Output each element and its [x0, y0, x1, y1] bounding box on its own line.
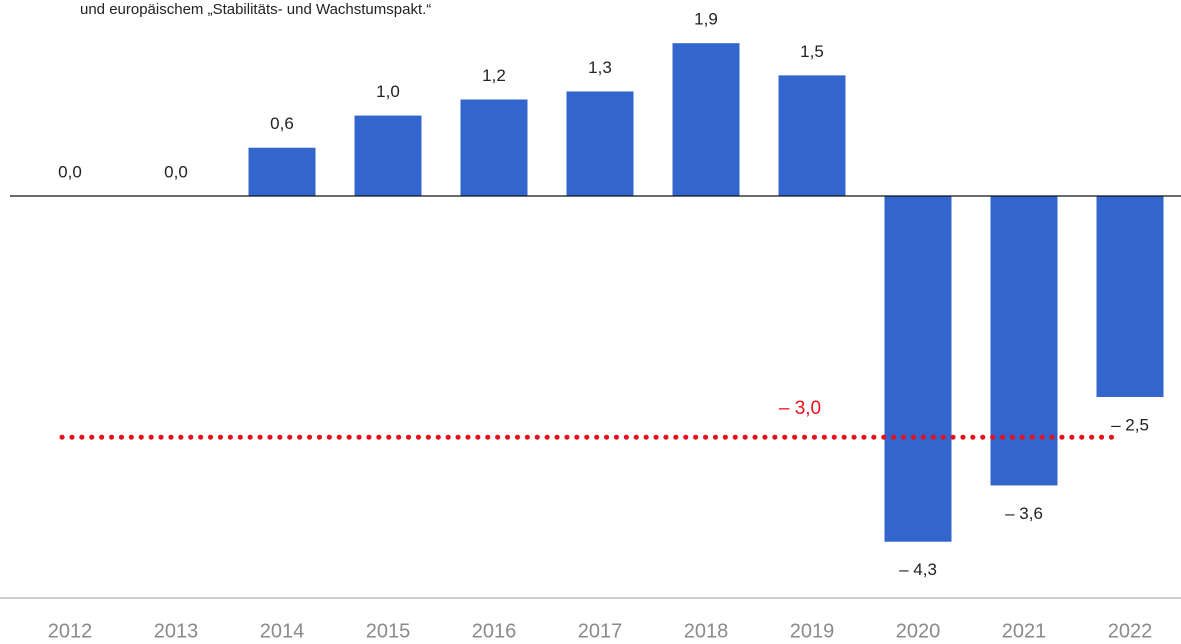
data-label: 1,3	[588, 58, 612, 77]
x-tick-label: 2012	[48, 620, 93, 642]
data-label: 0,6	[270, 114, 294, 133]
data-label: 0,0	[58, 162, 82, 181]
x-tick-label: 2022	[1108, 620, 1153, 642]
bar	[778, 75, 846, 196]
data-label: – 4,3	[899, 560, 937, 579]
bar	[248, 147, 316, 196]
data-label: 1,2	[482, 66, 506, 85]
data-label: – 3,6	[1005, 504, 1043, 523]
bar	[566, 91, 634, 196]
bar	[884, 195, 952, 542]
data-label: 1,5	[800, 42, 824, 61]
data-label: 1,9	[694, 10, 718, 29]
x-tick-label: 2015	[366, 620, 411, 642]
bar	[990, 195, 1058, 486]
bar	[460, 99, 528, 196]
data-label: 0,0	[164, 162, 188, 181]
x-tick-label: 2016	[472, 620, 517, 642]
chart-subtitle: und europäischem „Stabilitäts- und Wachs…	[80, 1, 431, 18]
x-tick-label: 2014	[260, 620, 305, 642]
x-tick-label: 2018	[684, 620, 729, 642]
reference-label: – 3,0	[779, 398, 821, 419]
bar	[1096, 195, 1164, 397]
x-tick-label: 2017	[578, 620, 623, 642]
x-tick-label: 2019	[790, 620, 835, 642]
data-label: – 2,5	[1111, 415, 1149, 434]
bar	[672, 43, 740, 196]
x-tick-label: 2020	[896, 620, 941, 642]
x-tick-label: 2021	[1002, 620, 1047, 642]
bar	[354, 115, 422, 196]
data-label: 1,0	[376, 82, 400, 101]
x-tick-label: 2013	[154, 620, 199, 642]
